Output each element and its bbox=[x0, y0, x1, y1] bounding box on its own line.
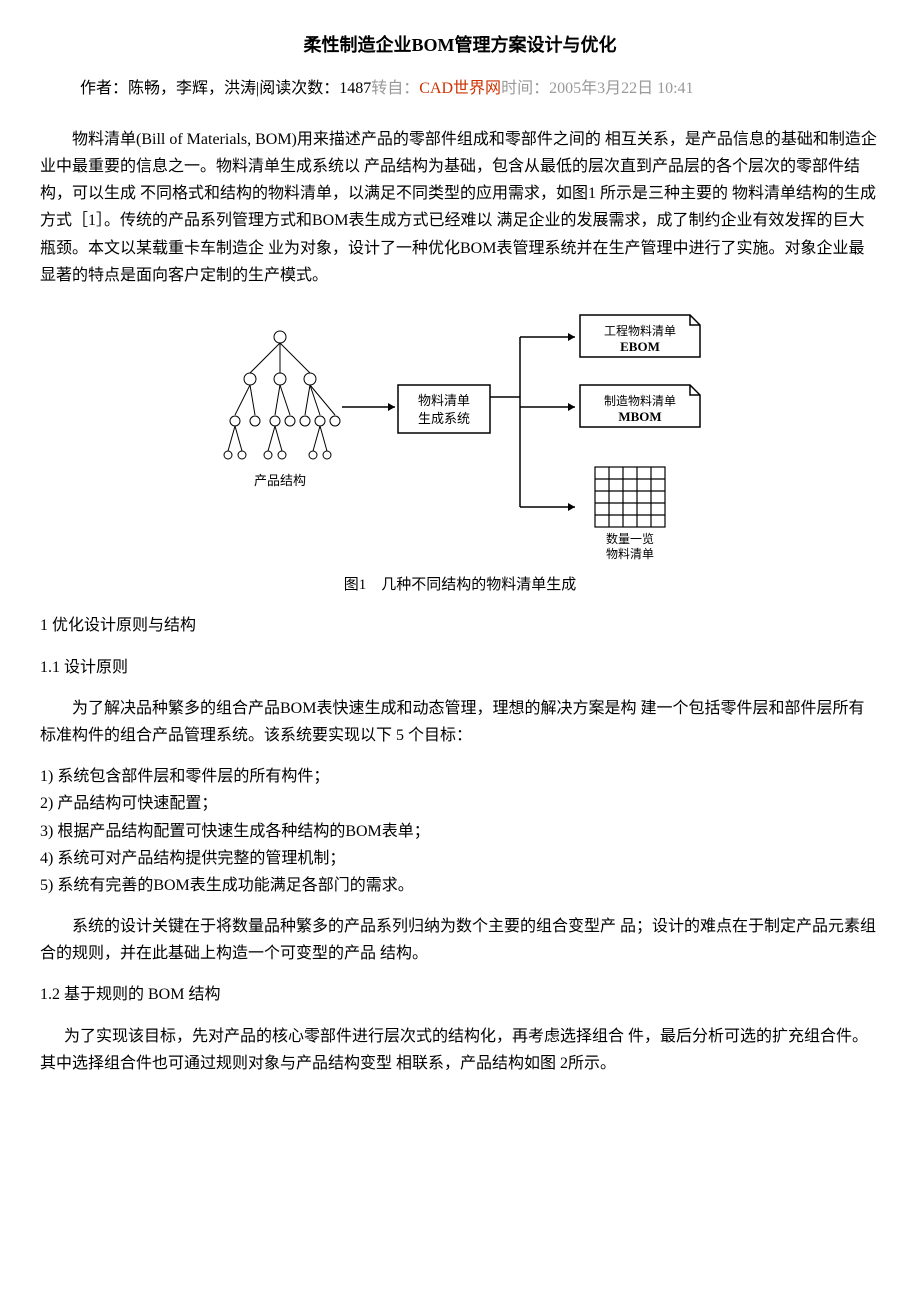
list-item: 3) 根据产品结构配置可快速生成各种结构的BOM表单； bbox=[40, 818, 880, 845]
source-link[interactable]: CAD世界网 bbox=[419, 80, 501, 97]
authors-label: 作者： bbox=[80, 80, 128, 97]
views-count: 1487 bbox=[339, 80, 371, 97]
ebom-line1: 工程物料清单 bbox=[604, 323, 676, 338]
section-1-2: 1.2 基于规则的 BOM 结构 bbox=[40, 981, 880, 1008]
section-1-1-body2: 系统的设计关键在于将数量品种繁多的产品系列归纳为数个主要的组合变型产 品；设计的… bbox=[40, 913, 880, 967]
time-label: 时间： bbox=[501, 80, 549, 97]
list-item: 4) 系统可对产品结构提供完整的管理机制； bbox=[40, 845, 880, 872]
timestamp: 2005年3月22日 10:41 bbox=[549, 80, 693, 97]
section-1-1: 1.1 设计原则 bbox=[40, 654, 880, 681]
qtylist-line1: 数量一览 bbox=[606, 531, 654, 546]
from-label: 转自： bbox=[371, 80, 419, 97]
views-label: 阅读次数： bbox=[259, 80, 339, 97]
center-box-line1: 物料清单 bbox=[418, 393, 470, 408]
authors: 陈畅，李辉，洪涛 bbox=[128, 80, 256, 97]
list-item: 1) 系统包含部件层和零件层的所有构件； bbox=[40, 763, 880, 790]
qtylist-line2: 物料清单 bbox=[606, 547, 654, 561]
section-1-1-body: 为了解决品种繁多的组合产品BOM表快速生成和动态管理，理想的解决方案是构 建一个… bbox=[40, 695, 880, 749]
figure-1: 产品结构 物料清单 生成系统 工程物料清单 EBOM 制造物料清 bbox=[40, 307, 880, 599]
page-title: 柔性制造企业BOM管理方案设计与优化 bbox=[40, 30, 880, 61]
ebom-line2: EBOM bbox=[620, 339, 660, 354]
mbom-line2: MBOM bbox=[618, 409, 661, 424]
section-1-2-body: 为了实现该目标，先对产品的核心零部件进行层次式的结构化，再考虑选择组合 件，最后… bbox=[40, 1023, 880, 1077]
goals-list: 1) 系统包含部件层和零件层的所有构件； 2) 产品结构可快速配置； 3) 根据… bbox=[40, 763, 880, 899]
figure-1-caption: 图1 几种不同结构的物料清单生成 bbox=[344, 573, 577, 599]
list-item: 2) 产品结构可快速配置； bbox=[40, 790, 880, 817]
byline: 作者：陈畅，李辉，洪涛|阅读次数：1487转自：CAD世界网时间：2005年3月… bbox=[80, 75, 880, 102]
tree-label: 产品结构 bbox=[254, 473, 306, 488]
mbom-line1: 制造物料清单 bbox=[604, 394, 676, 408]
intro-paragraph: 物料清单(Bill of Materials, BOM)用来描述产品的零部件组成… bbox=[40, 126, 880, 289]
center-box-line2: 生成系统 bbox=[418, 411, 470, 426]
section-1: 1 优化设计原则与结构 bbox=[40, 612, 880, 639]
list-item: 5) 系统有完善的BOM表生成功能满足各部门的需求。 bbox=[40, 872, 880, 899]
figure-1-svg: 产品结构 物料清单 生成系统 工程物料清单 EBOM 制造物料清 bbox=[200, 307, 720, 567]
